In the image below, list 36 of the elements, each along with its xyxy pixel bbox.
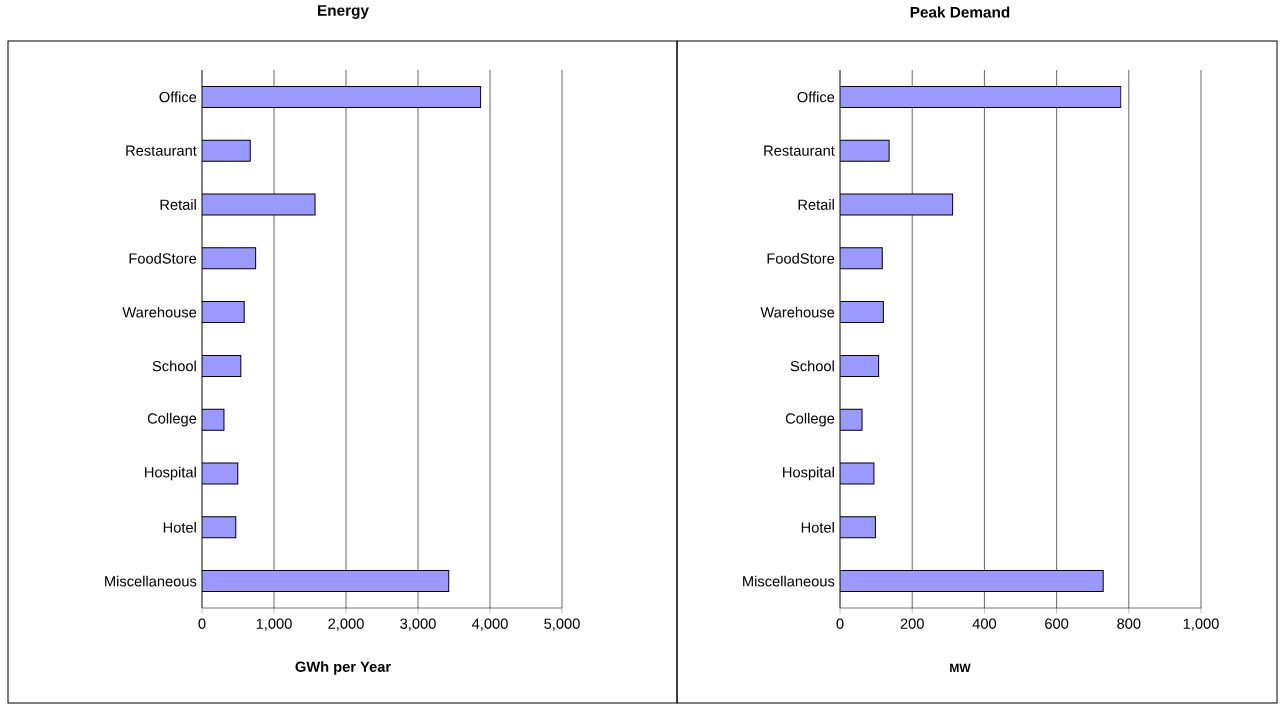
y-tick-label: Office (797, 91, 835, 103)
x-tick-label: 600 (1045, 618, 1069, 629)
y-tick-label: Warehouse (760, 306, 835, 318)
y-tick-label: Restaurant (126, 145, 197, 156)
y-tick-label: FoodStore (129, 252, 197, 264)
x-tick-label: 800 (1117, 618, 1141, 629)
y-tick-label: College (785, 412, 835, 427)
y-tick-label: School (152, 360, 196, 372)
y-tick-label: College (147, 412, 197, 427)
y-tick-label: Hospital (145, 466, 196, 481)
x-tick-label: 5,000 (544, 618, 580, 631)
x-tick-label: 0 (836, 618, 844, 629)
x-axis-title: MW (950, 663, 971, 673)
y-tick-label: School (790, 360, 834, 372)
y-tick-label: Office (159, 91, 197, 103)
x-tick-label: 4,000 (471, 618, 508, 631)
y-tick-label: Hotel (801, 521, 834, 533)
chart-title: Peak Demand (910, 6, 1010, 18)
y-tick-label: Restaurant (764, 145, 835, 156)
x-tick-label: 0 (198, 618, 206, 629)
x-tick-label: 2,000 (328, 618, 364, 631)
y-tick-label: Retail (798, 199, 834, 210)
x-tick-label: 1,000 (1183, 618, 1219, 631)
y-tick-label: Hospital (783, 466, 834, 481)
x-axis-title: GWh per Year (295, 661, 391, 675)
y-tick-label: Miscellaneous (105, 575, 197, 587)
x-tick-label: 3,000 (400, 618, 436, 631)
y-tick-label: Hotel (163, 521, 196, 533)
y-tick-label: Warehouse (122, 306, 197, 318)
y-tick-label: Retail (160, 199, 196, 210)
chart-title: Energy (318, 5, 369, 19)
y-tick-label: FoodStore (767, 252, 835, 264)
y-tick-label: Miscellaneous (743, 575, 835, 587)
x-tick-label: 1,000 (256, 618, 292, 631)
x-tick-label: 200 (900, 618, 924, 629)
x-tick-label: 400 (972, 618, 997, 629)
